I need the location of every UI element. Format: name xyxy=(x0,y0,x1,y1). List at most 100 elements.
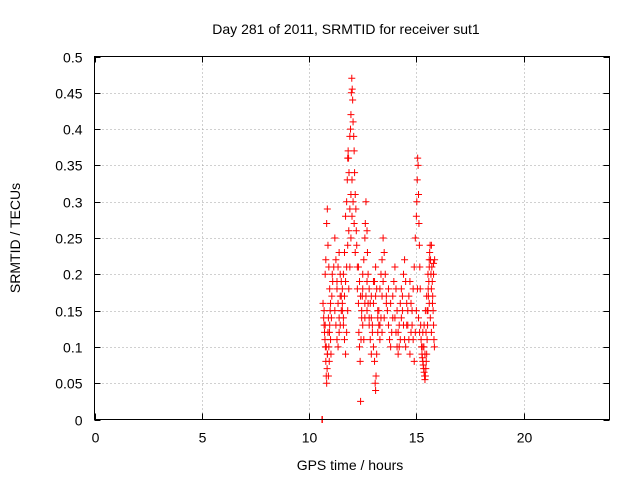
data-point xyxy=(361,219,369,227)
data-point xyxy=(372,372,380,380)
data-point xyxy=(360,256,368,264)
data-point xyxy=(324,241,332,249)
data-point xyxy=(344,241,352,249)
data-point xyxy=(371,379,379,387)
y-tick-label: 0.3 xyxy=(63,195,83,211)
data-point xyxy=(359,285,367,293)
data-point xyxy=(387,343,395,351)
data-point xyxy=(417,336,425,344)
data-point xyxy=(391,263,399,271)
data-point xyxy=(349,118,357,126)
data-point xyxy=(374,307,382,315)
data-point xyxy=(415,190,423,198)
data-point xyxy=(427,328,435,336)
data-point xyxy=(414,154,422,162)
data-point xyxy=(429,307,437,315)
data-point xyxy=(427,241,435,249)
data-point xyxy=(430,343,438,351)
data-point xyxy=(363,249,371,257)
data-point xyxy=(384,285,392,293)
data-point xyxy=(423,292,431,300)
data-point xyxy=(380,314,388,322)
data-point xyxy=(380,249,388,257)
x-axis-label: GPS time / hours xyxy=(297,457,404,473)
data-point xyxy=(325,328,333,336)
data-point xyxy=(326,285,334,293)
data-point xyxy=(421,307,429,315)
x-tick-label: 15 xyxy=(409,430,425,446)
data-point xyxy=(398,292,406,300)
data-point xyxy=(371,357,379,365)
data-point xyxy=(430,259,438,267)
data-point xyxy=(332,321,340,329)
data-point xyxy=(376,336,384,344)
y-tick-label: 0.15 xyxy=(55,304,82,320)
data-point xyxy=(405,292,413,300)
data-point xyxy=(349,96,357,104)
data-point xyxy=(413,176,421,184)
data-point xyxy=(401,336,409,344)
data-point xyxy=(397,314,405,322)
data-point xyxy=(364,270,372,278)
data-point xyxy=(426,314,434,322)
data-point xyxy=(343,198,351,206)
data-points xyxy=(318,74,439,423)
data-point xyxy=(338,285,346,293)
data-point xyxy=(323,350,331,358)
data-point xyxy=(420,321,428,329)
data-point xyxy=(415,314,423,322)
data-point xyxy=(392,328,400,336)
data-point xyxy=(335,249,343,257)
x-tick-label: 10 xyxy=(302,430,318,446)
data-point xyxy=(414,161,422,169)
data-point xyxy=(352,227,360,235)
data-point xyxy=(368,321,376,329)
data-point xyxy=(412,307,420,315)
data-point xyxy=(334,343,342,351)
data-point xyxy=(355,328,363,336)
data-point xyxy=(383,307,391,315)
data-point xyxy=(387,299,395,307)
data-point xyxy=(327,314,335,322)
data-point xyxy=(425,256,433,264)
data-point xyxy=(321,270,329,278)
data-point xyxy=(362,198,370,206)
data-point xyxy=(363,227,371,235)
data-point xyxy=(363,278,371,286)
data-point xyxy=(334,263,342,271)
data-point xyxy=(369,278,377,286)
data-point xyxy=(401,256,409,264)
data-point xyxy=(357,397,365,405)
data-point xyxy=(347,89,355,97)
data-point xyxy=(397,285,405,293)
data-point xyxy=(410,357,418,365)
x-tick-label: 0 xyxy=(92,430,100,446)
data-point xyxy=(363,307,371,315)
data-point xyxy=(393,343,401,351)
data-point xyxy=(400,270,407,278)
y-tick-label: 0.25 xyxy=(55,231,82,247)
data-point xyxy=(428,299,436,307)
data-point xyxy=(347,234,355,242)
data-point xyxy=(365,314,373,322)
data-point xyxy=(349,198,357,206)
data-point xyxy=(391,314,399,322)
data-point xyxy=(406,350,414,358)
data-point xyxy=(344,147,352,155)
data-point xyxy=(350,147,358,155)
data-point xyxy=(373,285,381,293)
data-point xyxy=(342,212,350,220)
data-point xyxy=(342,278,350,286)
y-tick-label: 0 xyxy=(75,413,83,429)
data-point xyxy=(365,285,373,293)
data-point xyxy=(412,212,420,220)
data-point xyxy=(372,263,380,271)
data-point xyxy=(339,321,347,329)
x-tick-label: 20 xyxy=(517,430,533,446)
data-point xyxy=(386,336,394,344)
data-point xyxy=(406,278,414,286)
data-point xyxy=(389,292,397,300)
data-point xyxy=(396,299,404,307)
plot-frame xyxy=(94,56,610,420)
data-point xyxy=(350,219,358,227)
